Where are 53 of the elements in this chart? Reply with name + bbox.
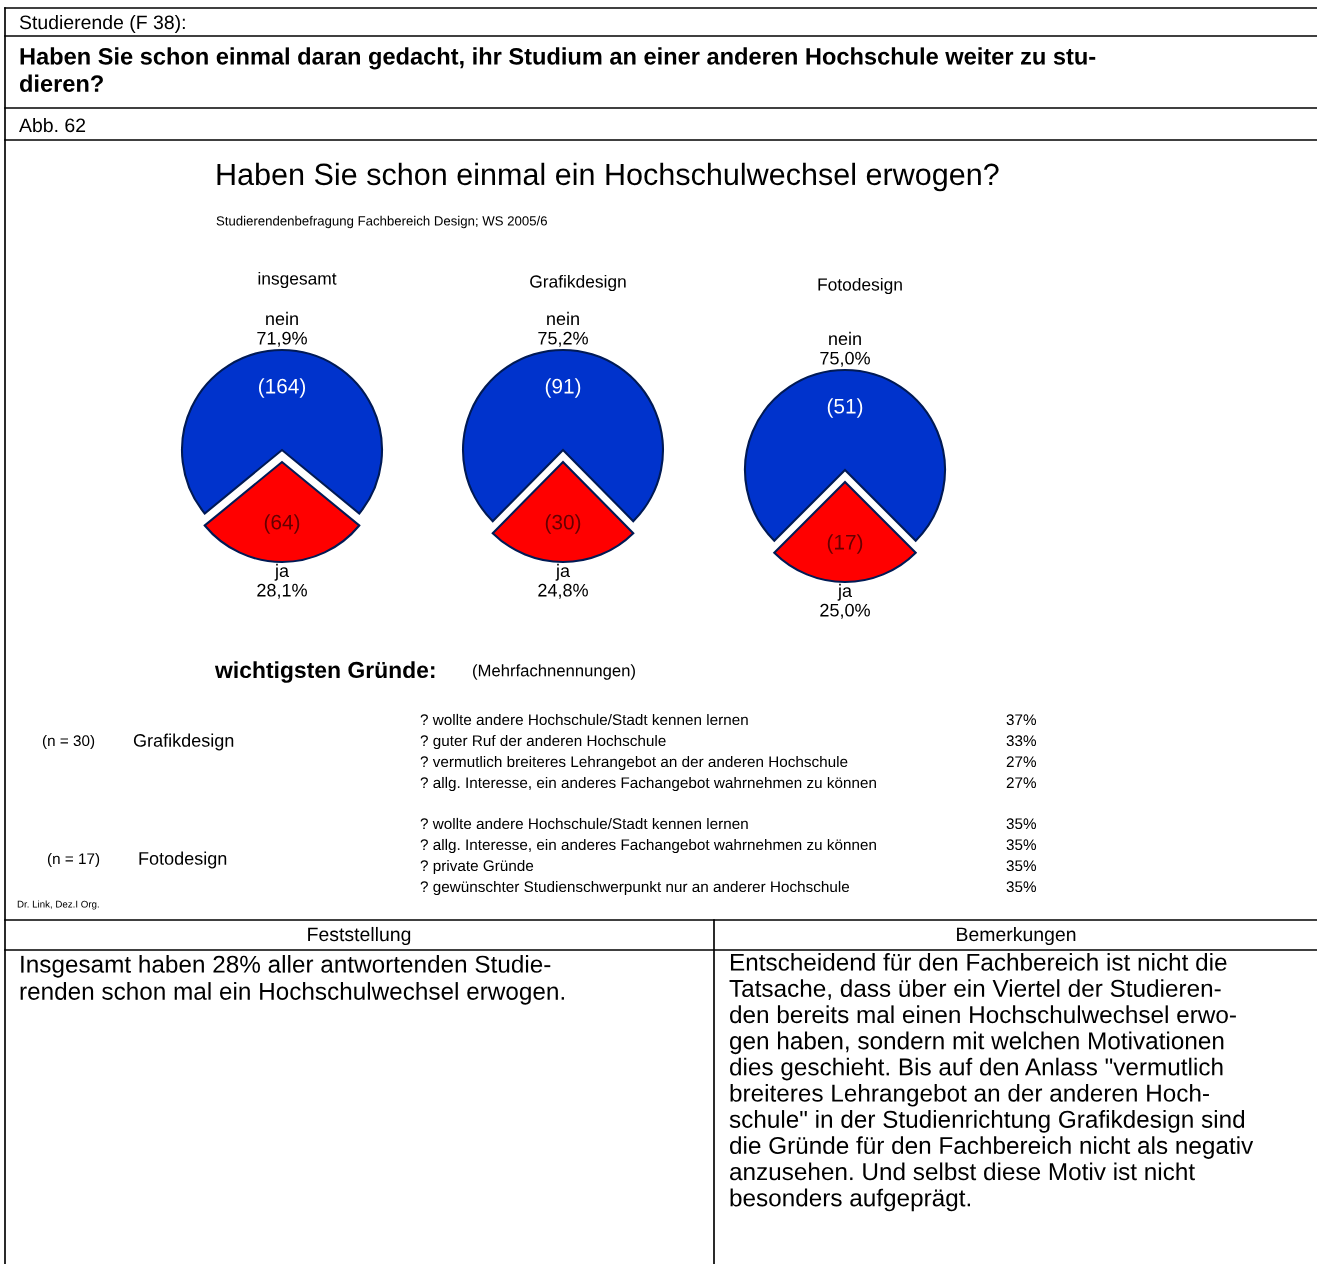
data-label: 28,1% xyxy=(257,583,307,599)
text: ? allg. Interesse, ein anderes Fachangebot wahrnehmen zu können xyxy=(420,776,876,792)
data-label: 24,8% xyxy=(538,583,588,599)
text: (164) xyxy=(258,378,306,398)
text: ? private Gründe xyxy=(420,859,534,875)
text: ? guter Ruf der anderen Hochschule xyxy=(420,734,666,750)
data-label: 75,0% xyxy=(820,351,870,367)
text: 35% xyxy=(1006,860,1037,872)
text: Haben Sie schon einmal daran gedacht, ihr Studium an einer anderen Hochschule weiter zu stu- dieren? xyxy=(19,47,1096,92)
text: Feststellung xyxy=(308,926,411,946)
text: Fotodesign xyxy=(139,851,227,869)
text: ? allg. Interesse, ein anderes Fachangebot wahrnehmen zu können xyxy=(420,838,876,854)
text: (n = 17) xyxy=(47,852,100,868)
text: (17) xyxy=(827,534,863,554)
text: 35% xyxy=(1006,818,1037,830)
chart-title: Grafikdesign xyxy=(530,274,626,292)
text: ? gewünschter Studienschwerpunkt nur an anderer Hochschule xyxy=(420,880,850,896)
text: (n = 30) xyxy=(42,734,95,750)
text: ? vermutlich breiteres Lehrangebot an der anderen Hochschule xyxy=(420,755,848,771)
data-label: 25,0% xyxy=(820,603,870,619)
text: Entscheidend für den Fachbereich ist nicht die Tatsache, dass über ein Viertel der Studieren- den bereits mal einen Hochschulwechsel erwo- gen haben, sondern mit welchen Motivationen dies geschieht. Bis auf den Anlass "vermutlich breiteres Lehrangebot an der anderen Hoch- schule" in der Studienrichtung Grafikdesign sind die Gründe für den Fachbereich nicht als negativ anzusehen. Und selbst diese Motiv ist nicht besonders aufgeprägt. xyxy=(729,953,1254,1212)
text: (91) xyxy=(545,378,581,398)
slice-label: nein xyxy=(266,311,298,326)
text: ? wollte andere Hochschule/Stadt kennen lernen xyxy=(420,817,748,830)
data-label: 75,2% xyxy=(538,331,588,347)
text: Studierende (F 38): xyxy=(19,14,185,34)
text: Insgesamt haben 28% aller antwortenden Studie- renden schon mal ein Hochschulwechsel erwogen. xyxy=(20,955,564,1005)
chart-title: insgesamt xyxy=(258,271,337,289)
text: ? wollte andere Hochschule/Stadt kennen lernen xyxy=(420,713,748,726)
slice-label: ja xyxy=(555,563,571,581)
text: Studierendenbefragung Fachbereich Design; WS 2005/6 xyxy=(216,215,547,229)
text: (30) xyxy=(545,514,581,534)
text: 35% xyxy=(1006,839,1037,851)
slice-label: nein xyxy=(829,331,861,346)
text: 35% xyxy=(1006,881,1037,893)
text: 37% xyxy=(1006,714,1037,726)
text: 27% xyxy=(1006,777,1037,789)
caption: Abb. 62 xyxy=(19,117,86,133)
text: wichtigsten Gründe: xyxy=(214,661,435,683)
text: Grafikdesign xyxy=(133,733,234,751)
chart-title: Fotodesign xyxy=(818,277,902,295)
text: (Mehrfachnennungen) xyxy=(473,664,635,680)
slice-label: nein xyxy=(547,311,579,326)
text: (51) xyxy=(827,398,863,418)
text: (64) xyxy=(264,514,300,534)
text: Dr. Link, Dez.I Org. xyxy=(17,900,99,910)
text: Haben Sie schon einmal ein Hochschulwechsel erwogen? xyxy=(217,162,999,192)
text: 27% xyxy=(1006,756,1037,768)
text: Bemerkungen xyxy=(957,926,1076,946)
text: 33% xyxy=(1006,735,1037,747)
slice-label: ja xyxy=(837,583,853,601)
data-label: 71,9% xyxy=(257,331,307,347)
slice-label: ja xyxy=(274,563,290,581)
